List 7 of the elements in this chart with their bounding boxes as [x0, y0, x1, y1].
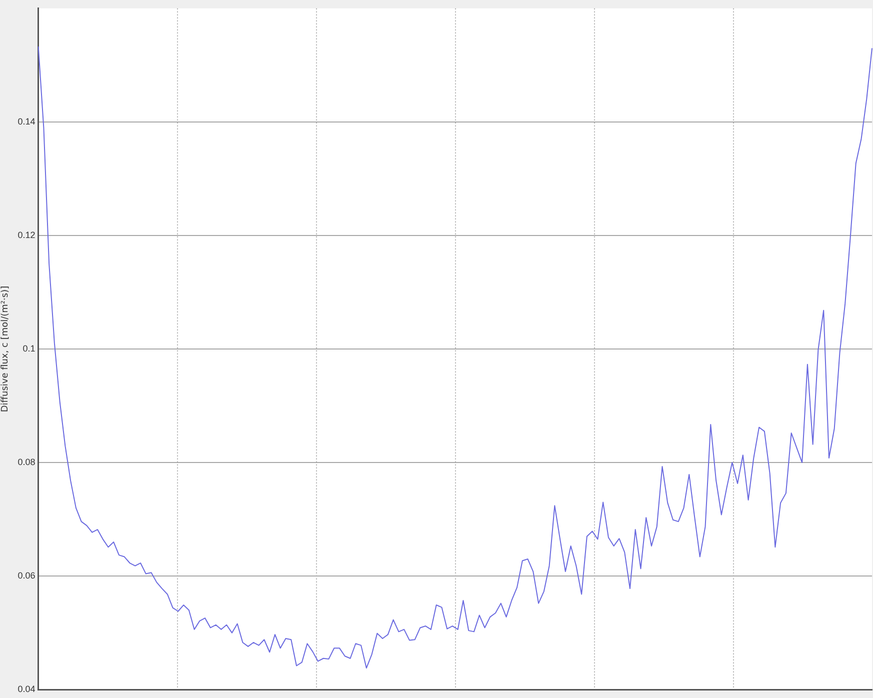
y-tick-label: 0.04: [18, 684, 36, 694]
y-tick-label: 0.06: [18, 570, 36, 581]
y-tick-label: 0.08: [18, 457, 36, 468]
y-tick-label: 0.14: [18, 116, 36, 126]
y-tick-label: 0.12: [18, 230, 36, 240]
y-axis-title: Diffusive flux, c [mol/(m²·s)]: [0, 286, 11, 412]
y-tick-label: 0.1: [22, 343, 36, 354]
